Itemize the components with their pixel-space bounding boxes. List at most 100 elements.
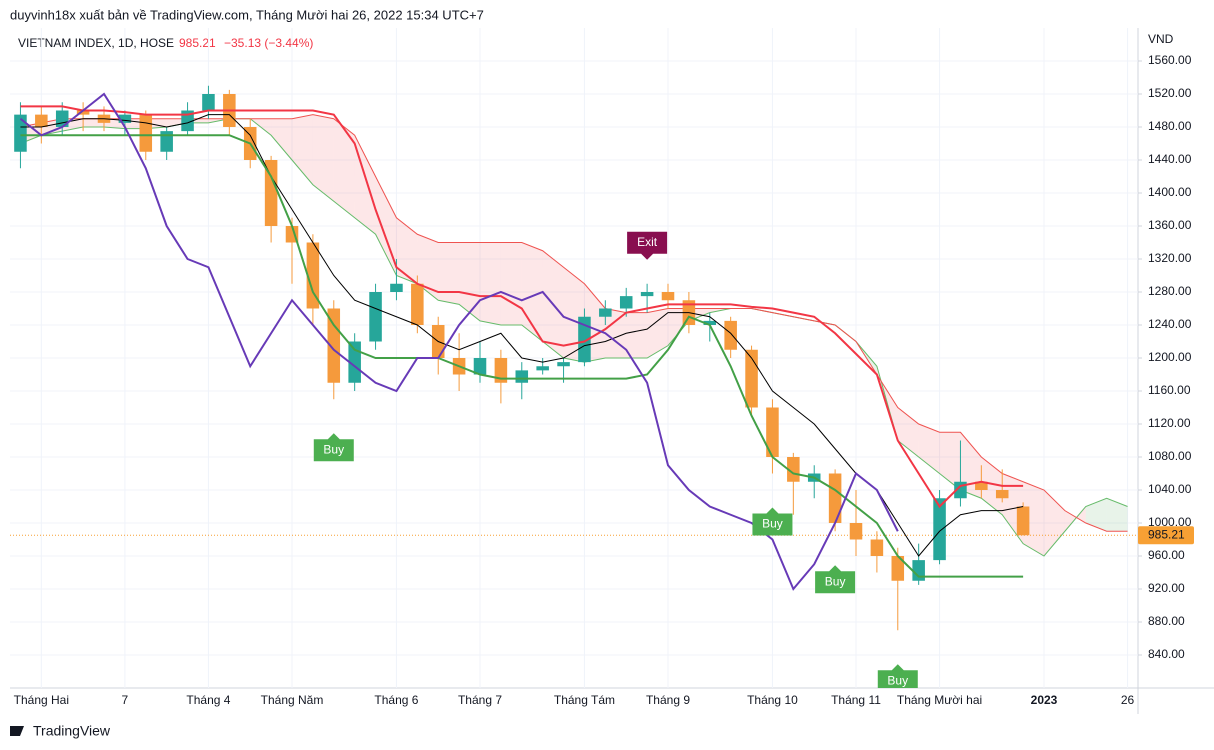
candle-body (118, 114, 132, 123)
candle-body (536, 366, 549, 371)
candle-body (745, 349, 758, 408)
signal-label: Buy (877, 664, 918, 688)
candle-body (933, 498, 946, 561)
last-price-tag (1138, 526, 1194, 545)
candle-body (661, 292, 675, 301)
currency-label: VND (1148, 32, 1174, 46)
candle-body (975, 481, 988, 490)
candle-body (578, 316, 591, 363)
y-tick-label: 1200.00 (1148, 350, 1192, 364)
last-price-tag-text: 985.21 (1148, 527, 1185, 541)
publish-header: duyvinh18x xuất bản về TradingView.com, … (10, 7, 484, 22)
y-tick-label: 880.00 (1148, 614, 1185, 628)
x-tick-label: Tháng 7 (458, 693, 502, 707)
x-tick-label: Tháng 6 (374, 693, 418, 707)
x-tick-label: 7 (122, 693, 129, 707)
candle-body (849, 523, 863, 540)
x-tick-label: Tháng 10 (747, 693, 798, 707)
candle-body (640, 292, 654, 297)
candle-body (912, 560, 925, 581)
candle-body (1016, 506, 1030, 536)
signal-label: Exit (627, 231, 668, 260)
candle-body (160, 131, 173, 152)
signal-text: Exit (637, 235, 658, 249)
y-tick-label: 1000.00 (1148, 515, 1192, 529)
signal-box (313, 433, 354, 462)
candle-body (390, 283, 403, 292)
indicator-line (19, 92, 899, 591)
candle-body (724, 320, 737, 350)
cloud-fill (500, 242, 522, 325)
cloud-fill (897, 407, 919, 457)
indicator-line (20, 134, 1024, 578)
candle-body (870, 539, 884, 556)
x-tick-label: Tháng Tám (554, 693, 615, 707)
y-tick-label: 1280.00 (1148, 284, 1192, 298)
candle-body (703, 320, 717, 325)
candle-body (306, 242, 320, 309)
candle-body (787, 457, 800, 482)
candle-body (515, 370, 529, 383)
cloud-fill (333, 118, 355, 218)
signal-box (627, 231, 668, 260)
signal-text: Buy (323, 442, 344, 456)
y-tick-label: 1240.00 (1148, 317, 1192, 331)
cloud-fill (1023, 481, 1044, 556)
signal-text: Buy (762, 517, 783, 531)
candle-body (139, 114, 153, 152)
signal-label: Buy (313, 433, 354, 462)
y-tick-label: 1440.00 (1148, 152, 1192, 166)
change-legend: −35.13 (−3.44%) (224, 36, 313, 50)
x-tick-label: Tháng Mười hai (897, 693, 982, 707)
cloud-fill (647, 308, 668, 358)
cloud-fill (480, 242, 501, 325)
candle-body (264, 160, 278, 226)
candle-body (55, 110, 69, 127)
candle-body (181, 110, 194, 132)
y-tick-label: 1400.00 (1148, 185, 1192, 199)
candle-body (619, 296, 633, 309)
cloud-fill (396, 217, 418, 284)
y-tick-label: 1480.00 (1148, 119, 1192, 133)
indicator-line (20, 105, 1024, 509)
cloud-fill (292, 114, 313, 185)
brand: TradingView (33, 723, 111, 739)
y-tick-label: 1120.00 (1148, 416, 1191, 430)
cloud-lead-a (20, 118, 1128, 557)
signal-box (815, 565, 856, 594)
symbol-legend: VIETNAM INDEX, 1D, HOSE (18, 36, 174, 50)
candle-body (891, 556, 905, 581)
y-tick-label: 1320.00 (1148, 251, 1192, 265)
cloud-fill (981, 457, 1003, 515)
candle-body (327, 308, 341, 383)
x-tick-label: Tháng 4 (186, 693, 230, 707)
cloud-fill (626, 312, 648, 358)
candle-body (14, 114, 27, 152)
y-tick-label: 1080.00 (1148, 449, 1192, 463)
candle-body (557, 362, 570, 367)
candle-body (766, 407, 779, 457)
y-tick-label: 960.00 (1148, 548, 1185, 562)
cloud-fill (1085, 498, 1107, 532)
signal-label: Buy (815, 565, 856, 594)
candle-body (411, 283, 424, 325)
signal-box (752, 507, 793, 536)
cloud-fill (939, 432, 961, 490)
plot-area: Buy Exit Buy Buy Buy (10, 28, 1138, 688)
cloud-fill (459, 242, 480, 321)
x-tick-label: Tháng 9 (646, 693, 690, 707)
candle-body (995, 490, 1009, 499)
candle-body (828, 473, 842, 523)
candle-body (202, 94, 215, 111)
brand-logo (10, 726, 24, 736)
cloud-fill (1044, 490, 1065, 556)
y-tick-label: 1160.00 (1148, 383, 1191, 397)
x-tick-label: Tháng 11 (831, 693, 881, 707)
signal-text: Buy (887, 673, 908, 687)
cloud-fill (1106, 498, 1128, 532)
last-price-legend: 985.21 (179, 36, 216, 50)
candle-body (35, 114, 48, 127)
y-tick-label: 920.00 (1148, 581, 1185, 595)
x-tick-label: 2023 (1031, 693, 1058, 707)
